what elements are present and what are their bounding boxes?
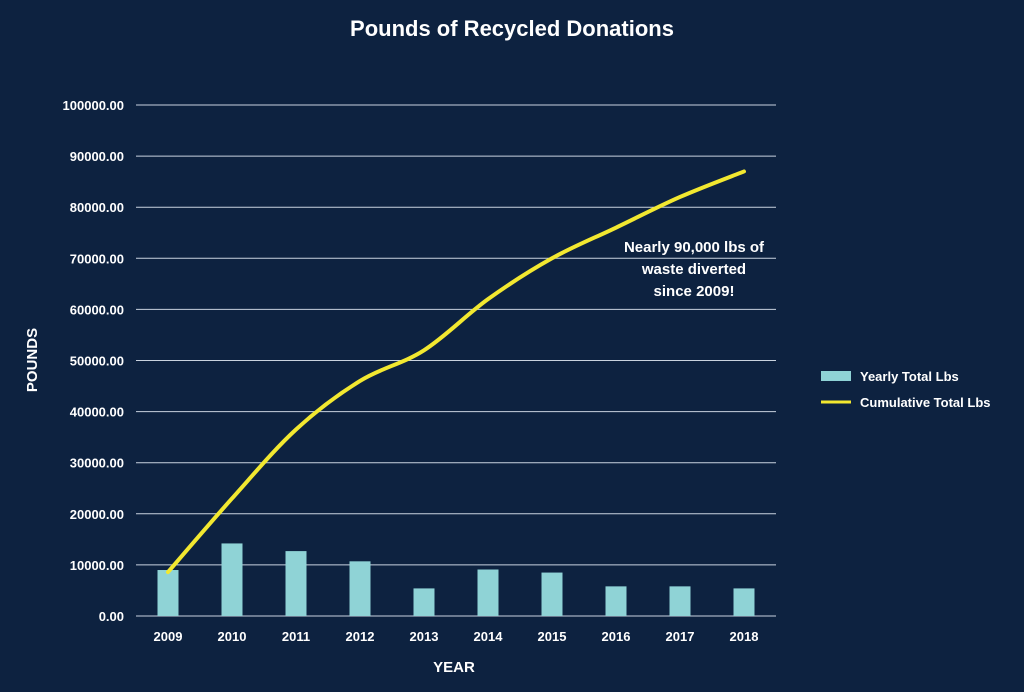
x-tick-label: 2018	[730, 629, 759, 644]
x-tick-label: 2017	[666, 629, 695, 644]
x-tick-label: 2012	[346, 629, 375, 644]
y-tick-label: 10000.00	[70, 558, 124, 573]
cumulative-line-layer	[168, 171, 744, 572]
x-axis-tick-labels: 2009 2010 2011 2012 2013 2014 2015 2016 2017 2018	[154, 629, 759, 644]
legend-swatch-yearly	[821, 371, 851, 381]
yearly-bars	[158, 543, 755, 616]
x-axis-title: YEAR	[433, 659, 475, 676]
chart-title: Pounds of Recycled Donations	[350, 16, 674, 41]
annotation-line: waste diverted	[641, 261, 746, 278]
bar-yearly-total	[606, 586, 627, 616]
bar-yearly-total	[414, 588, 435, 616]
annotation: Nearly 90,000 lbs of waste diverted since …	[624, 239, 765, 300]
bar-yearly-total	[158, 570, 179, 616]
y-tick-label: 100000.00	[63, 98, 124, 113]
y-axis-title: POUNDS	[24, 328, 41, 392]
y-tick-label: 80000.00	[70, 200, 124, 215]
legend-label-cumulative: Cumulative Total Lbs	[860, 395, 991, 410]
y-tick-label: 60000.00	[70, 302, 124, 317]
bar-yearly-total	[478, 569, 499, 616]
legend: Yearly Total Lbs Cumulative Total Lbs	[821, 369, 991, 410]
bar-yearly-total	[542, 573, 563, 616]
annotation-line: since 2009!	[654, 283, 735, 300]
x-tick-label: 2013	[410, 629, 439, 644]
cumulative-total-line	[168, 171, 744, 572]
x-tick-label: 2016	[602, 629, 631, 644]
bar-yearly-total	[222, 543, 243, 616]
bar-yearly-total	[286, 551, 307, 616]
gridlines	[136, 105, 776, 616]
y-tick-label: 0.00	[99, 609, 124, 624]
x-tick-label: 2009	[154, 629, 183, 644]
y-tick-label: 20000.00	[70, 507, 124, 522]
bar-yearly-total	[670, 586, 691, 616]
y-tick-label: 70000.00	[70, 251, 124, 266]
x-tick-label: 2015	[538, 629, 567, 644]
y-tick-label: 90000.00	[70, 149, 124, 164]
x-tick-label: 2011	[282, 629, 310, 644]
bar-yearly-total	[350, 561, 371, 616]
x-tick-label: 2014	[474, 629, 504, 644]
bar-yearly-total	[734, 588, 755, 616]
x-tick-label: 2010	[218, 629, 247, 644]
legend-label-yearly: Yearly Total Lbs	[860, 369, 959, 384]
y-tick-label: 30000.00	[70, 456, 124, 471]
annotation-line: Nearly 90,000 lbs of	[624, 239, 765, 256]
y-tick-label: 50000.00	[70, 354, 124, 369]
y-tick-label: 40000.00	[70, 405, 124, 420]
y-axis-tick-labels: 0.00 10000.00 20000.00 30000.00 40000.00 5000…	[63, 98, 124, 624]
